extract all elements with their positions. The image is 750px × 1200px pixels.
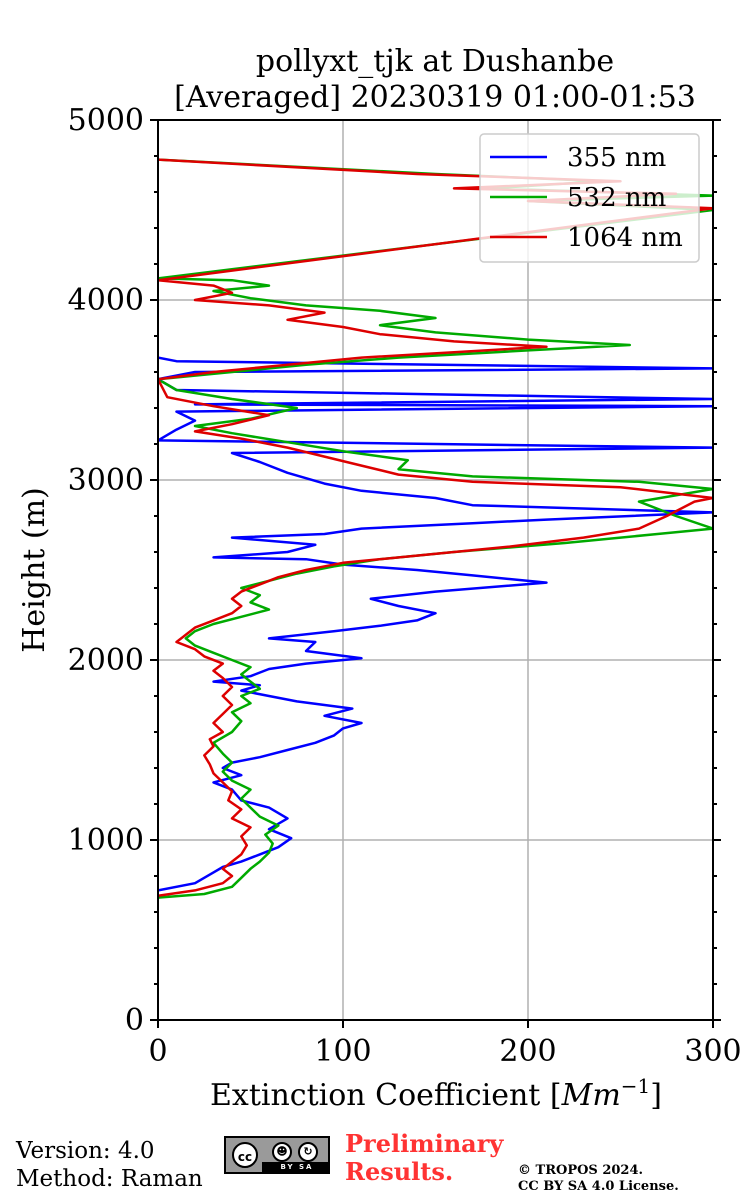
preliminary-line-1: Preliminary	[345, 1129, 504, 1158]
y-tick-label: 5000	[68, 103, 144, 138]
legend: 355 nm 532 nm 1064 nm	[479, 133, 700, 263]
y-tick-label: 1000	[68, 823, 144, 858]
x-tick-label: 300	[684, 1034, 741, 1069]
x-axis-label-unit: Mm	[561, 1078, 621, 1113]
cc-by-sa-icon: cc ☻ ↻ BY SA	[224, 1136, 330, 1174]
cc-text: cc	[232, 1142, 258, 1168]
y-tick-label: 0	[125, 1003, 144, 1038]
x-tick-label: 200	[499, 1034, 556, 1069]
legend-label-3: 1064 nm	[567, 223, 683, 253]
series-lines	[158, 158, 713, 899]
y-tick-label: 4000	[68, 283, 144, 318]
x-axis-label-exponent: −1	[621, 1074, 650, 1098]
x-axis-label: Extinction Coefficient [Mm−1]	[210, 1074, 662, 1113]
legend-label-1: 355 nm	[567, 143, 666, 173]
extinction-chart: pollyxt_tjk at Dushanbe [Averaged] 20230…	[17, 44, 742, 1113]
major-ticks	[150, 119, 721, 1028]
y-tick-label: 3000	[68, 463, 144, 498]
x-tick-label: 100	[314, 1034, 371, 1069]
method-text: Method: Raman	[16, 1166, 203, 1192]
series-line-3	[158, 158, 713, 898]
x-tick-label: 0	[148, 1034, 167, 1069]
sa-recycle-icon: ↻	[298, 1142, 318, 1162]
preliminary-line-2: Results.	[345, 1157, 454, 1186]
y-tick-label: 2000	[68, 643, 144, 678]
preliminary-results-label: Preliminary Results.	[345, 1130, 545, 1186]
version-text: Version: 4.0	[16, 1138, 155, 1164]
legend-box	[479, 133, 700, 263]
copyright-line-1: © TROPOS 2024.	[518, 1163, 644, 1178]
tick-labels: 0 1000 2000 3000 4000 5000 0 100 200 300	[68, 103, 742, 1069]
chart-title-line-2: [Averaged] 20230319 01:00-01:53	[174, 80, 696, 115]
legend-label-2: 532 nm	[567, 183, 666, 213]
series-line-1	[158, 356, 713, 892]
by-person-icon: ☻	[272, 1142, 292, 1162]
copyright-line-2: CC BY SA 4.0 License.	[518, 1179, 679, 1194]
copyright-notice: © TROPOS 2024. CC BY SA 4.0 License.	[518, 1163, 679, 1195]
cc-strip: BY SA	[262, 1162, 328, 1172]
x-axis-label-main: Extinction Coefficient [	[210, 1078, 562, 1113]
chart-title-line-1: pollyxt_tjk at Dushanbe	[256, 44, 614, 79]
plot-frame	[157, 119, 714, 1021]
x-axis-label-end: ]	[650, 1078, 662, 1113]
grid-lines	[158, 120, 713, 1020]
version-info: Version: 4.0 Method: Raman	[16, 1137, 203, 1193]
y-axis-label: Height (m)	[17, 487, 52, 652]
